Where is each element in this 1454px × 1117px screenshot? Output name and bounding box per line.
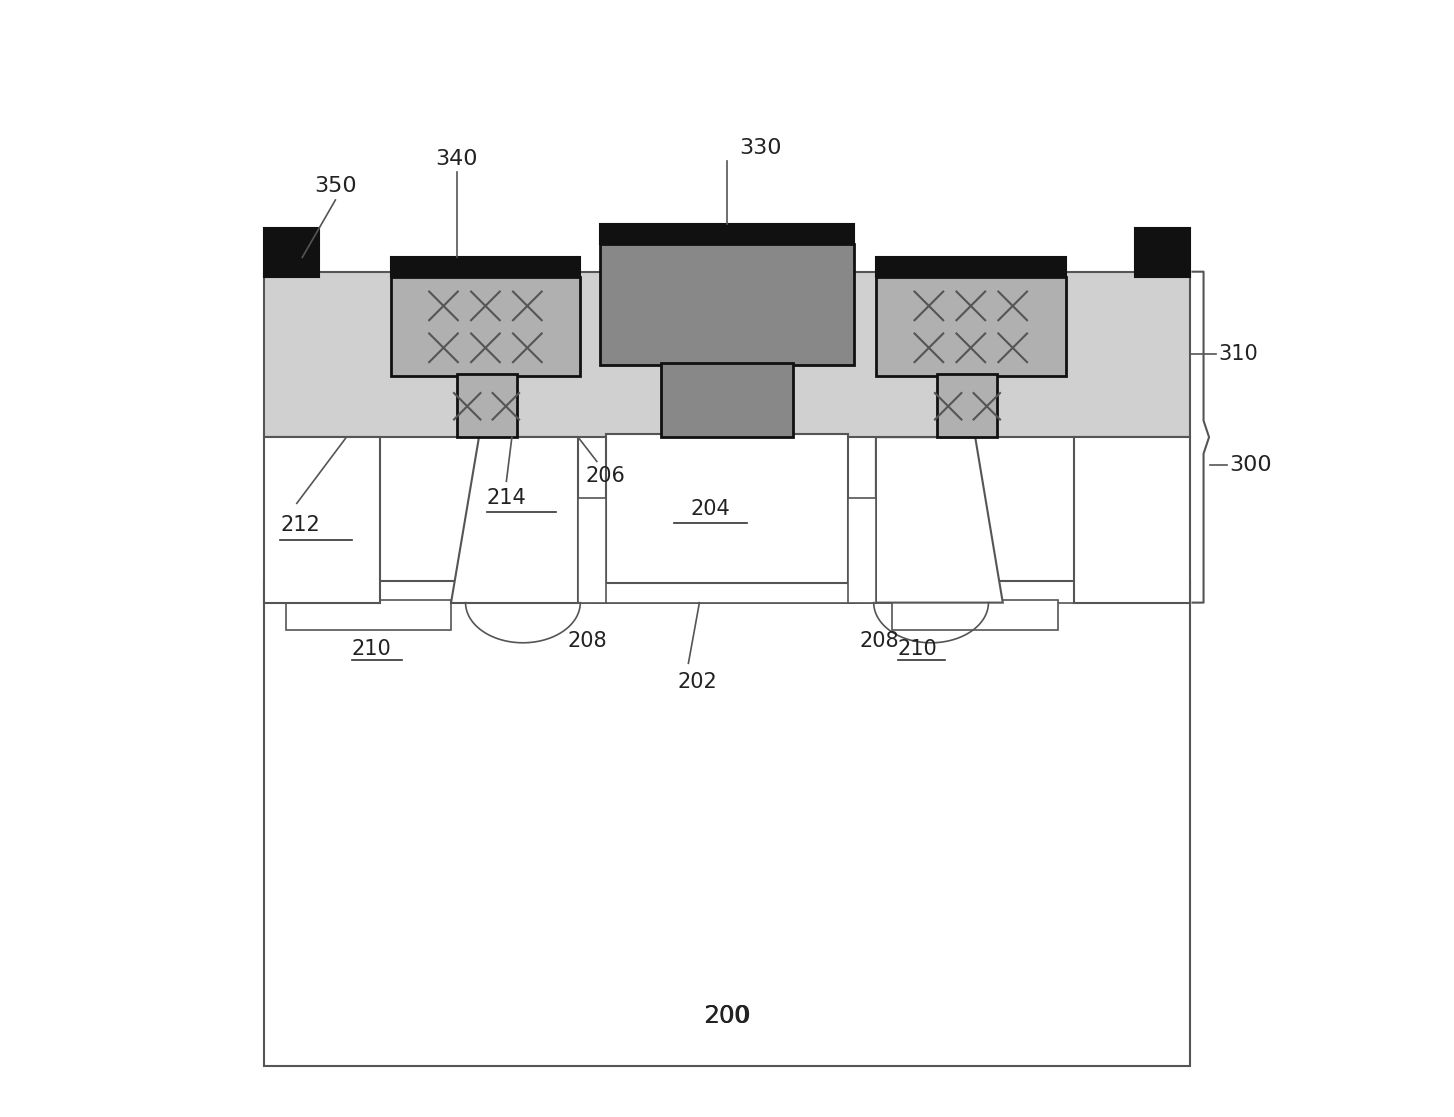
Text: 300: 300 [1229, 455, 1272, 475]
Text: 202: 202 [678, 672, 717, 693]
Bar [391, 257, 580, 277]
Bar [936, 374, 997, 437]
Bar [660, 363, 794, 437]
Bar [875, 277, 1066, 376]
Bar [1136, 228, 1191, 277]
Text: 212: 212 [281, 515, 320, 535]
Text: 200: 200 [705, 1004, 749, 1029]
Text: 350: 350 [314, 175, 356, 195]
Bar [595, 583, 859, 603]
Polygon shape [451, 437, 579, 603]
Bar [391, 277, 580, 376]
Text: 210: 210 [899, 639, 938, 659]
Text: 208: 208 [859, 631, 899, 651]
Text: 208: 208 [567, 631, 606, 651]
Text: 330: 330 [739, 139, 781, 159]
Text: 340: 340 [436, 150, 478, 169]
Bar [457, 374, 518, 437]
Text: 310: 310 [1218, 344, 1258, 364]
Bar [579, 498, 606, 603]
Bar [263, 581, 1191, 1066]
Bar [263, 271, 1191, 437]
Bar [875, 257, 1066, 277]
Bar [286, 601, 451, 630]
Text: 206: 206 [586, 466, 625, 486]
Bar [601, 245, 853, 365]
Bar [601, 225, 853, 245]
Text: 200: 200 [704, 1004, 750, 1029]
Polygon shape [875, 437, 1003, 603]
Bar [263, 228, 318, 277]
Text: 210: 210 [352, 639, 391, 659]
Text: 204: 204 [691, 499, 730, 519]
Text: 214: 214 [487, 488, 526, 508]
Bar [606, 433, 848, 583]
Bar [848, 498, 875, 603]
Bar [893, 601, 1059, 630]
Polygon shape [263, 437, 379, 603]
Polygon shape [1075, 437, 1191, 603]
